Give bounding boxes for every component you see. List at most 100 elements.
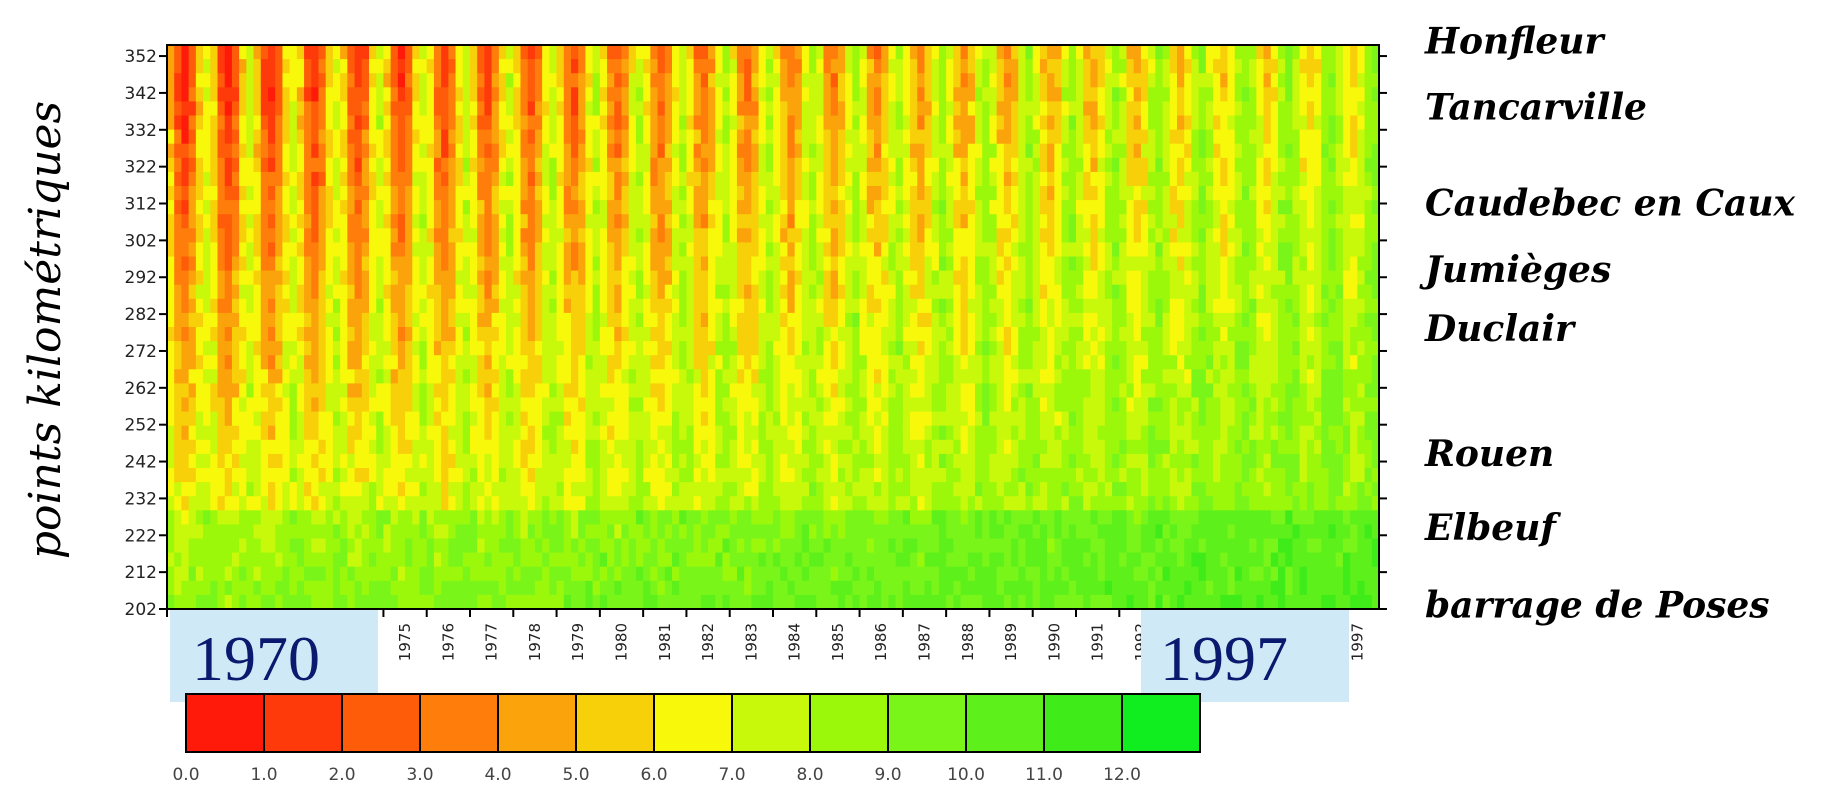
- heatmap-cell: [332, 157, 341, 173]
- heatmap-cell: [383, 312, 392, 328]
- heatmap-cell: [664, 143, 673, 159]
- heatmap-cell: [852, 566, 861, 582]
- heatmap-cell: [1039, 397, 1048, 413]
- heatmap-cell: [881, 355, 890, 370]
- heatmap-cell: [563, 256, 572, 272]
- heatmap-cell: [527, 312, 536, 328]
- heatmap-cell: [224, 101, 233, 117]
- heatmap-cell: [477, 101, 486, 117]
- heatmap-cell: [852, 594, 861, 609]
- heatmap-cell: [397, 59, 406, 74]
- heatmap-cell: [693, 270, 702, 286]
- heatmap-cell: [354, 552, 363, 568]
- heatmap-cell: [1003, 538, 1012, 554]
- heatmap-cell: [758, 552, 767, 568]
- heatmap-cell: [455, 566, 464, 582]
- heatmap-cell: [210, 496, 219, 511]
- heatmap-cell: [520, 214, 529, 229]
- heatmap-cell: [174, 552, 183, 568]
- heatmap-cell: [369, 298, 377, 314]
- heatmap-cell: [801, 411, 810, 427]
- heatmap-cell: [224, 284, 233, 300]
- heatmap-cell: [837, 270, 846, 286]
- heatmap-cell: [354, 256, 363, 272]
- heatmap-cell: [953, 73, 962, 88]
- heatmap-cell: [556, 157, 565, 173]
- heatmap-cell: [470, 228, 478, 243]
- heatmap-cell: [563, 186, 572, 201]
- heatmap-cell: [585, 200, 594, 215]
- heatmap-cell: [744, 327, 752, 342]
- heatmap-cell: [780, 327, 789, 342]
- heatmap-cell: [953, 327, 962, 342]
- heatmap-cell: [506, 566, 514, 582]
- heatmap-cell: [924, 129, 933, 145]
- heatmap-cell: [296, 510, 305, 525]
- heatmap-cell: [167, 157, 175, 173]
- heatmap-cell: [246, 552, 255, 568]
- heatmap-cell: [635, 45, 644, 60]
- heatmap-cell: [643, 355, 651, 370]
- heatmap-cell: [794, 157, 803, 173]
- heatmap-cell: [203, 87, 211, 102]
- heatmap-cell: [455, 425, 464, 441]
- heatmap-cell: [174, 341, 183, 356]
- heatmap-cell: [210, 200, 219, 215]
- heatmap-cell: [859, 453, 868, 469]
- heatmap-cell: [448, 482, 457, 497]
- heatmap-cell: [383, 186, 392, 201]
- heatmap-cell: [1018, 524, 1027, 540]
- heatmap-cell: [996, 87, 1005, 102]
- heatmap-cell: [289, 566, 298, 582]
- heatmap-cell: [527, 566, 536, 582]
- heatmap-cell: [195, 468, 204, 483]
- heatmap-cell: [397, 284, 406, 300]
- heatmap-cell: [931, 284, 940, 300]
- heatmap-cell: [975, 270, 983, 286]
- heatmap-cell: [260, 129, 269, 145]
- heatmap-cell: [859, 214, 868, 229]
- heatmap-cell: [542, 552, 550, 568]
- heatmap-cell: [397, 453, 406, 469]
- heatmap-cell: [859, 468, 868, 483]
- heatmap-cell: [542, 524, 550, 540]
- heatmap-cell: [383, 256, 392, 272]
- heatmap-cell: [275, 115, 284, 131]
- heatmap-cell: [700, 594, 709, 609]
- heatmap-cell: [318, 355, 327, 370]
- heatmap-cell: [736, 101, 745, 117]
- heatmap-cell: [989, 468, 998, 483]
- heatmap-cell: [441, 45, 449, 60]
- heatmap-cell: [686, 425, 695, 441]
- heatmap-cell: [931, 87, 940, 102]
- heatmap-cell: [888, 552, 897, 568]
- heatmap-cell: [874, 425, 882, 441]
- heatmap-cell: [390, 284, 399, 300]
- heatmap-cell: [823, 510, 832, 525]
- heatmap-cell: [325, 369, 334, 384]
- heatmap-cell: [686, 228, 695, 243]
- heatmap-cell: [506, 59, 514, 74]
- heatmap-cell: [715, 214, 724, 229]
- heatmap-cell: [224, 73, 233, 88]
- heatmap-cell: [859, 129, 868, 145]
- heatmap-cell: [556, 425, 565, 441]
- heatmap-cell: [823, 101, 832, 117]
- heatmap-cell: [960, 129, 969, 145]
- heatmap-cell: [470, 482, 478, 497]
- heatmap-cell: [938, 59, 947, 74]
- heatmap-cell: [181, 383, 190, 399]
- heatmap-cell: [773, 397, 781, 413]
- heatmap-cell: [621, 439, 630, 455]
- heatmap-cell: [195, 369, 204, 384]
- heatmap-cell: [498, 496, 507, 511]
- heatmap-cell: [527, 228, 536, 243]
- heatmap-cell: [1054, 383, 1063, 399]
- heatmap-cell: [188, 214, 197, 229]
- heatmap-cell: [549, 552, 558, 568]
- heatmap-cell: [369, 87, 377, 102]
- heatmap-cell: [1047, 143, 1055, 159]
- heatmap-cell: [520, 115, 529, 131]
- heatmap-cell: [975, 439, 983, 455]
- heatmap-cell: [765, 256, 774, 272]
